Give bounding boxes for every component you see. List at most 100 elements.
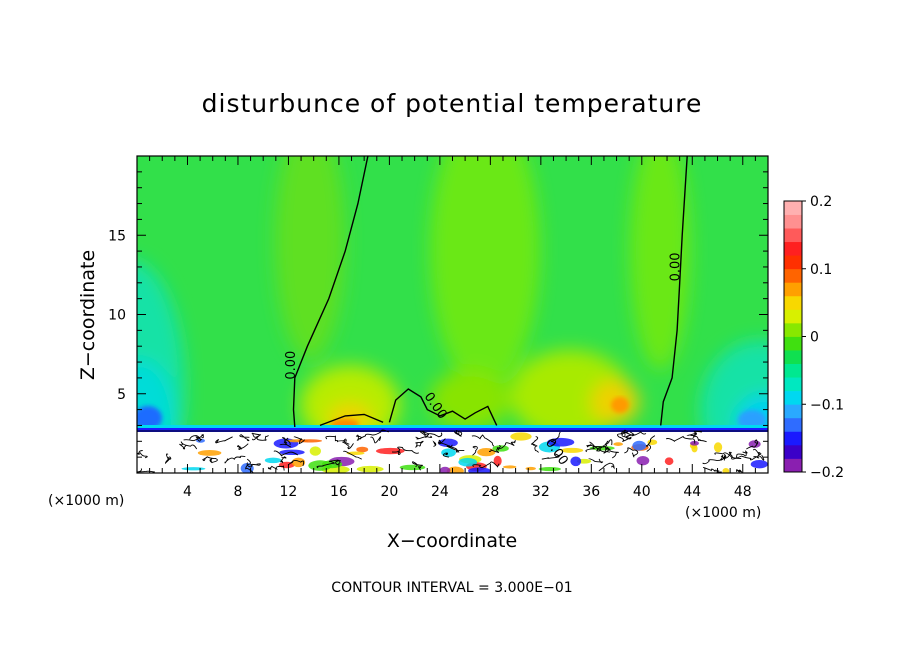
x-tick-label: 48 <box>734 484 752 500</box>
turbulence-contour <box>603 439 613 446</box>
turbulence-patch <box>493 455 502 467</box>
turbulence-contour <box>415 440 424 448</box>
turbulence-contour <box>343 450 362 460</box>
contour-label: 0.00 <box>284 351 299 380</box>
turbulence-contour <box>316 459 341 469</box>
turbulence-contour <box>325 435 350 445</box>
colorbar-swatch <box>784 295 802 310</box>
turbulence-patch <box>181 467 206 471</box>
turbulence-contour <box>215 436 233 444</box>
turbulence-contour <box>586 443 610 453</box>
turbulence-contour <box>189 435 203 442</box>
turbulence-patch <box>570 456 582 467</box>
y-tick-label: 5 <box>117 387 126 403</box>
turbulence-patch <box>468 467 491 473</box>
contour-line <box>319 413 384 427</box>
colorbar-swatch <box>784 214 802 229</box>
turbulence-contour <box>702 467 722 473</box>
turbulence-patch <box>560 447 584 453</box>
turbulence-patch <box>525 466 536 471</box>
turbulence-contour <box>488 444 501 453</box>
colorbar-swatch <box>784 390 802 405</box>
colorbar-swatch <box>784 350 802 364</box>
turbulence-contour <box>472 445 478 456</box>
colorbar-tick-label: 0.2 <box>810 194 832 210</box>
turbulence-patch <box>399 464 426 471</box>
x-tick-label: 40 <box>633 484 651 500</box>
turbulence-patch <box>632 440 647 451</box>
colorbar-swatch <box>784 377 802 392</box>
colorbar-swatch <box>784 404 802 419</box>
colorbar-swatch <box>784 458 802 473</box>
turbulence-patch <box>439 466 451 473</box>
turbulence-contour <box>392 446 419 456</box>
turbulence-contour <box>273 450 299 457</box>
colorbar-swatch <box>784 336 802 351</box>
colorbar <box>783 200 803 473</box>
turbulence-patch <box>613 442 624 446</box>
x-tick-label: 16 <box>330 484 348 500</box>
colorbar-swatch <box>784 363 802 378</box>
turbulence-contour <box>415 430 430 440</box>
turbulence-patch <box>441 448 456 457</box>
contour-label: 0.00 <box>669 252 684 281</box>
turbulence-contour <box>442 452 450 458</box>
colorbar-swatch <box>784 255 802 270</box>
turbulence-contour <box>686 432 707 443</box>
x-tick-label: 20 <box>380 484 398 500</box>
colorbar-tick-label: −0.2 <box>810 465 844 481</box>
turbulence-contour <box>588 458 604 464</box>
x-tick-label: 24 <box>431 484 449 500</box>
turbulence-contour <box>137 450 148 459</box>
turbulence-contour <box>202 456 218 464</box>
y-tick-label: 10 <box>108 308 126 324</box>
colorbar-swatch <box>784 268 802 283</box>
turbulence-patch <box>510 432 532 441</box>
turbulence-contour <box>293 436 305 445</box>
x-tick-label: 8 <box>233 484 242 500</box>
turbulence-patch <box>375 447 405 455</box>
turbulence-contour <box>438 438 446 445</box>
turbulence-contour <box>179 441 198 450</box>
turbulence-contour <box>280 456 287 464</box>
turbulence-contour <box>598 462 615 472</box>
turbulence-contour <box>287 460 305 467</box>
contour-line <box>388 388 498 426</box>
turbulence-contour <box>665 435 696 444</box>
turbulence-patch <box>356 446 369 453</box>
turbulence-contour <box>224 455 246 464</box>
turbulence-contour <box>746 439 759 450</box>
turbulence-contour <box>620 429 635 437</box>
x-tick-label: 12 <box>280 484 298 500</box>
turbulence-contour <box>432 440 437 447</box>
y-axis-ticks: 5 10 15 <box>108 171 768 458</box>
turbulence-contour <box>267 465 285 471</box>
turbulence-contour <box>752 448 765 461</box>
x-axis-ticks: 4 8 12 16 20 24 28 32 36 40 44 48 <box>149 156 756 500</box>
x-tick-label: 44 <box>683 484 701 500</box>
turbulence-patch <box>647 439 658 445</box>
contour-line <box>660 156 688 426</box>
turbulence-patch <box>664 457 674 466</box>
turbulence-patch <box>750 460 768 469</box>
turbulence-contour <box>541 453 560 460</box>
turbulence-patch <box>713 442 723 453</box>
y-tick-label: 15 <box>108 228 126 244</box>
turbulence-contour <box>714 452 758 461</box>
turbulence-contour <box>256 435 269 441</box>
x-tick-label: 36 <box>582 484 600 500</box>
turbulence-contour <box>183 433 204 442</box>
turbulence-contour <box>246 462 261 468</box>
turbulence-contour <box>370 436 382 444</box>
x-unit-label-left: (×1000 m) <box>48 493 124 509</box>
turbulence-contour <box>284 437 292 448</box>
x-axis-label: X−coordinate <box>387 530 517 552</box>
colorbar-tick-label: 0 <box>810 330 819 346</box>
turbulence-patch <box>503 465 517 469</box>
turbulence-contour <box>472 461 500 468</box>
colorbar-swatch <box>784 228 802 243</box>
plot-field <box>137 156 768 473</box>
turbulence-patch <box>538 467 562 472</box>
turbulence-patch <box>308 460 332 471</box>
